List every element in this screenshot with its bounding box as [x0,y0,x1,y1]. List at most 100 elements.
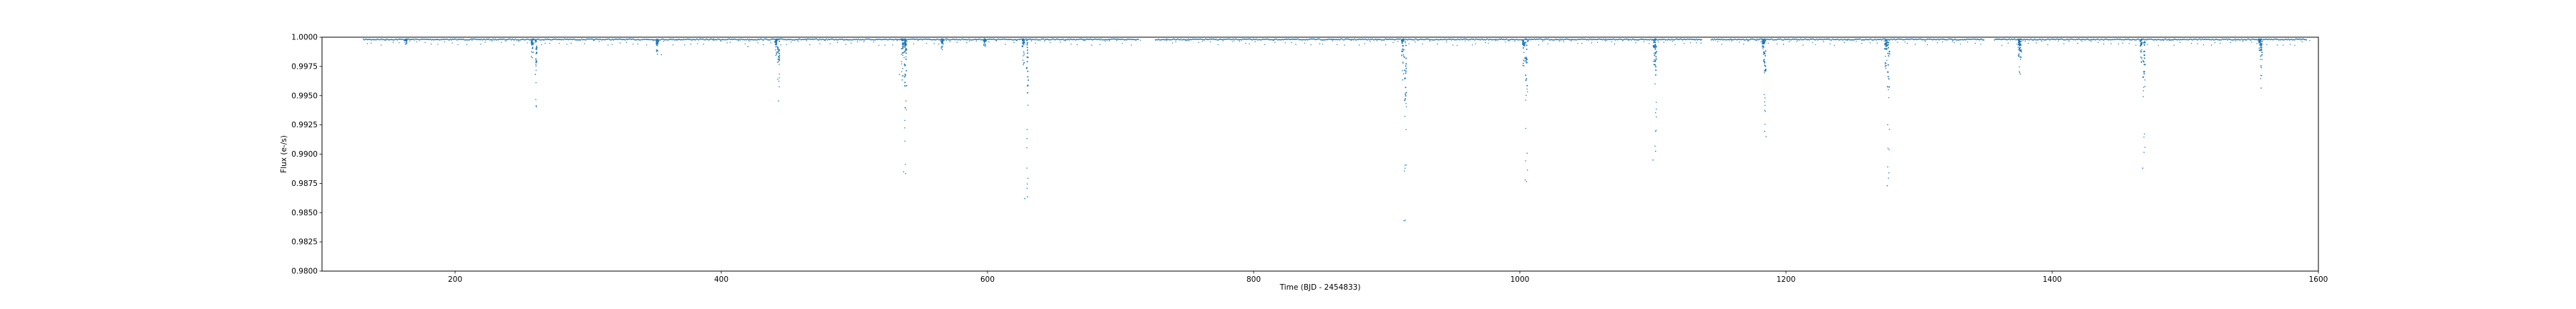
data-point [1655,108,1657,110]
data-point [1470,38,1473,40]
data-point [1340,38,1342,40]
data-point [2144,64,2146,66]
data-point [1826,38,1828,40]
data-point [1765,65,1767,67]
data-point [1938,39,1940,41]
data-point [1880,39,1883,41]
data-point [1223,39,1224,40]
data-point [1331,39,1333,41]
data-point [1825,39,1828,40]
data-point [454,38,456,40]
data-point [2035,39,2037,41]
data-point [1028,79,1030,81]
data-point [2212,39,2215,41]
data-point [896,39,897,41]
data-point [992,39,993,40]
data-point [2143,50,2145,52]
data-point [1221,39,1222,40]
data-point [2092,38,2094,40]
data-point [1930,38,1931,40]
data-point [737,39,739,41]
data-point [1090,38,1091,40]
data-point [950,39,952,41]
data-point [416,41,418,43]
data-point [944,39,945,41]
data-point [1765,39,1767,40]
data-point [1885,48,1887,50]
data-point [370,39,371,41]
data-point [1801,39,1802,41]
data-point [668,39,670,41]
data-point [1788,38,1790,40]
data-point [1465,38,1468,40]
data-point [1749,39,1750,41]
data-point [2253,39,2255,41]
data-point [1636,39,1639,41]
data-point [1587,39,1589,41]
data-point [839,39,841,40]
data-point [2210,39,2212,41]
data-point [1235,38,1237,40]
data-point [1563,41,1564,43]
data-point [1025,38,1028,40]
data-point [1076,44,1078,46]
data-point [1763,94,1765,95]
data-point [726,42,728,44]
data-point [1535,39,1536,41]
data-point [2144,71,2145,73]
data-point [1884,44,1886,46]
data-point [2261,41,2263,43]
data-point [809,39,811,40]
data-point [2140,62,2142,63]
data-point [1314,39,1316,41]
data-point [1662,38,1663,40]
data-point [1110,39,1112,40]
data-point [1420,39,1423,41]
data-point [368,39,369,41]
data-point [731,38,733,40]
data-point [1056,39,1058,40]
data-point [650,39,652,41]
data-point [1186,39,1189,41]
data-point [2133,39,2135,41]
data-point [425,39,427,40]
data-point [1099,39,1101,41]
data-point [2001,44,2003,46]
data-point [1523,45,1526,46]
data-point [769,39,771,41]
data-point [1743,39,1745,41]
data-point [1442,39,1444,41]
data-point [678,39,679,41]
data-point [567,38,569,40]
data-point [726,39,727,41]
data-point [970,39,972,41]
data-point [711,39,713,41]
data-point [892,39,894,41]
data-point [1581,43,1583,44]
data-point [2125,39,2127,41]
data-point [1232,38,1234,40]
data-point [805,39,807,41]
x-tick-label: 1000 [1511,275,1530,284]
data-point [492,38,494,40]
data-point [2067,39,2069,40]
data-point [1674,39,1676,41]
data-point [942,49,943,50]
data-point [371,39,373,41]
data-point [2009,39,2011,41]
data-point [2131,39,2133,41]
data-point [2113,39,2114,41]
data-point [828,38,829,40]
data-point [905,56,907,57]
data-point [1982,39,1984,41]
data-point [656,38,658,40]
data-point [1204,39,1206,41]
data-point [1849,39,1850,41]
data-point [1015,39,1018,41]
data-point [735,39,737,41]
data-point [713,39,714,41]
data-point [1009,39,1010,41]
data-point [486,38,488,40]
data-point [1272,39,1274,41]
data-point [2044,39,2046,41]
